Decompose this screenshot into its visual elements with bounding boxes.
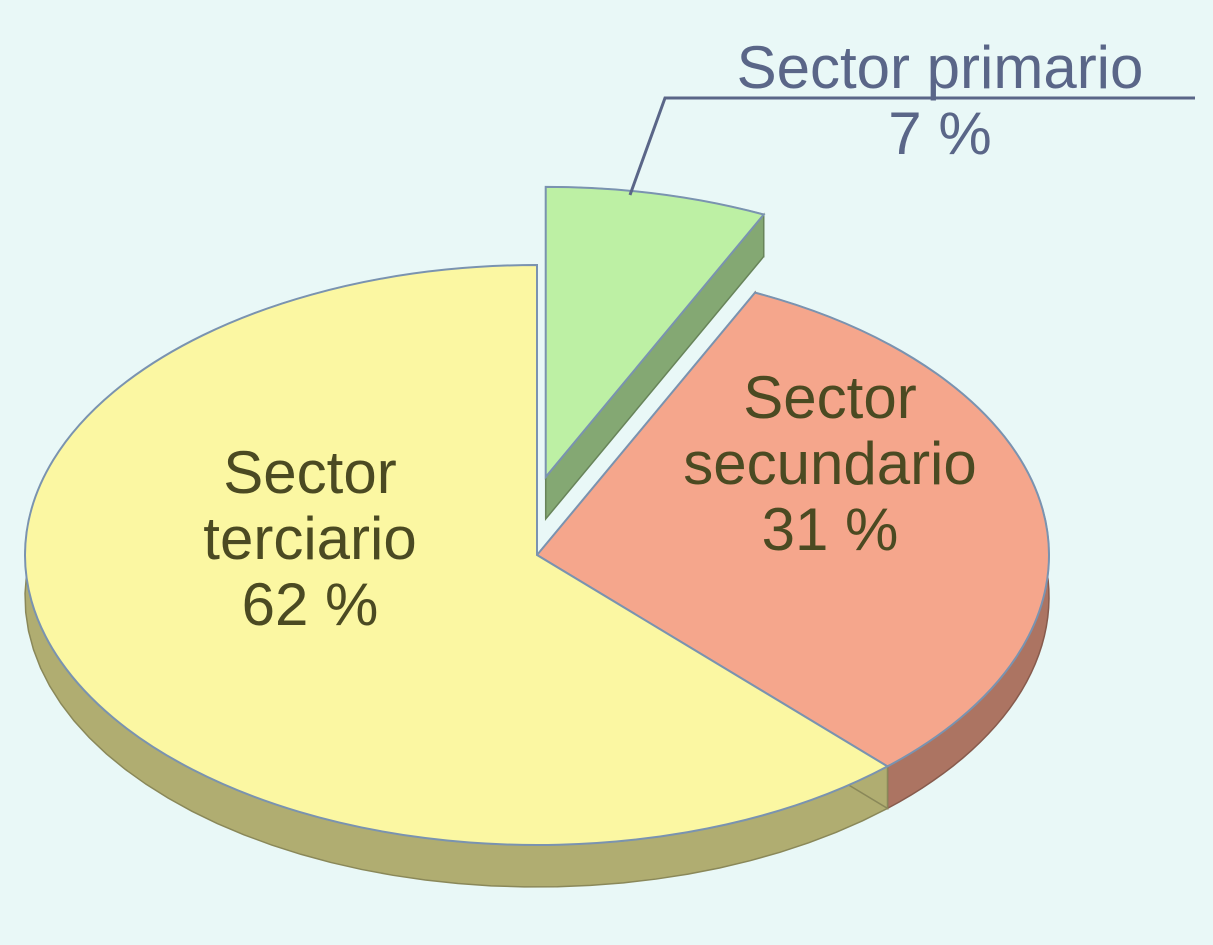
slice-name: Sector secundario xyxy=(683,364,977,497)
leader-line xyxy=(628,96,1195,196)
pie-slice xyxy=(24,263,890,846)
slice-value: 31 % xyxy=(761,496,899,563)
slice-value: 7 % xyxy=(888,100,992,167)
slice-label: Sector secundario 31 % xyxy=(640,365,1020,563)
slice-name: Sector primario xyxy=(736,34,1144,101)
pie-slice xyxy=(544,185,766,480)
pie-slice xyxy=(535,291,1050,768)
slice-name: Sector terciario xyxy=(203,439,417,572)
slice-value: 62 % xyxy=(241,571,379,638)
slice-label: Sector primario 7 % xyxy=(680,35,1200,167)
slice-label: Sector terciario 62 % xyxy=(130,440,490,638)
